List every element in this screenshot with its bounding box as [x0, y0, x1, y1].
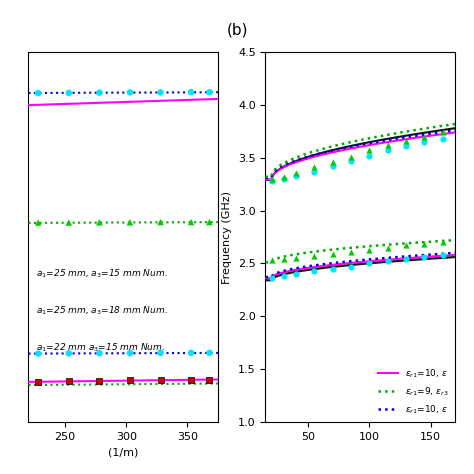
Point: [439, 128, 447, 136]
Y-axis label: Frequency (GHz): Frequency (GHz): [222, 191, 232, 283]
Point: [96, 349, 103, 357]
Point: [402, 242, 410, 249]
Point: [35, 378, 42, 385]
Text: (b): (b): [226, 23, 248, 38]
Point: [126, 349, 134, 357]
Point: [126, 219, 134, 226]
Point: [365, 146, 373, 154]
Point: [35, 219, 42, 226]
Point: [402, 255, 410, 263]
Point: [35, 89, 42, 97]
Point: [420, 133, 428, 140]
Point: [35, 350, 42, 357]
Point: [65, 349, 73, 357]
Point: [292, 172, 300, 180]
X-axis label: (1/m): (1/m): [108, 447, 138, 457]
Point: [384, 257, 392, 265]
Legend: $\varepsilon_{r1}$=10, $\varepsilon$, $\varepsilon_{r1}$=9, $\varepsilon_{r3}$, : $\varepsilon_{r1}$=10, $\varepsilon$, $\…: [376, 365, 450, 417]
Point: [292, 169, 300, 176]
Point: [268, 274, 275, 282]
Point: [187, 88, 195, 96]
Point: [329, 265, 337, 273]
Point: [280, 175, 288, 182]
Point: [347, 263, 355, 270]
Text: $a_1$=25 mm, $a_3$=18 mm Num.: $a_1$=25 mm, $a_3$=18 mm Num.: [36, 305, 168, 317]
Point: [268, 175, 275, 182]
Point: [347, 153, 355, 161]
Point: [384, 146, 392, 154]
Text: $a_1$=22 mm $a_3$=15 mm Num.: $a_1$=22 mm $a_3$=15 mm Num.: [36, 342, 165, 354]
Point: [365, 246, 373, 254]
Point: [157, 349, 164, 356]
Point: [126, 89, 134, 96]
Point: [187, 376, 195, 383]
Point: [439, 238, 447, 246]
Point: [96, 377, 103, 384]
Point: [206, 376, 213, 383]
Point: [206, 218, 213, 226]
Point: [187, 349, 195, 356]
Point: [280, 173, 288, 181]
Point: [310, 252, 318, 260]
Point: [292, 255, 300, 262]
Point: [187, 218, 195, 226]
Point: [365, 260, 373, 267]
Point: [268, 177, 275, 185]
Point: [65, 89, 73, 97]
Point: [420, 253, 428, 261]
Point: [96, 219, 103, 226]
Point: [157, 376, 164, 384]
Point: [206, 349, 213, 356]
Point: [420, 241, 428, 248]
Point: [206, 88, 213, 96]
Point: [280, 255, 288, 263]
Point: [384, 141, 392, 149]
Point: [365, 152, 373, 159]
Point: [439, 135, 447, 143]
Text: $a_1$=25 mm, $a_3$=15 mm Num.: $a_1$=25 mm, $a_3$=15 mm Num.: [36, 268, 168, 280]
Point: [157, 89, 164, 96]
Point: [310, 164, 318, 171]
Point: [384, 244, 392, 251]
Point: [280, 272, 288, 280]
Point: [157, 218, 164, 226]
Point: [65, 219, 73, 226]
Point: [402, 142, 410, 150]
Point: [347, 248, 355, 255]
Point: [126, 376, 134, 384]
Point: [329, 163, 337, 170]
Point: [402, 137, 410, 145]
Point: [347, 157, 355, 165]
Point: [96, 89, 103, 97]
Point: [329, 250, 337, 258]
Point: [65, 377, 73, 385]
Point: [310, 168, 318, 175]
Point: [420, 138, 428, 146]
Point: [310, 267, 318, 274]
Point: [439, 251, 447, 259]
Point: [268, 256, 275, 264]
Point: [329, 158, 337, 166]
Point: [292, 270, 300, 278]
